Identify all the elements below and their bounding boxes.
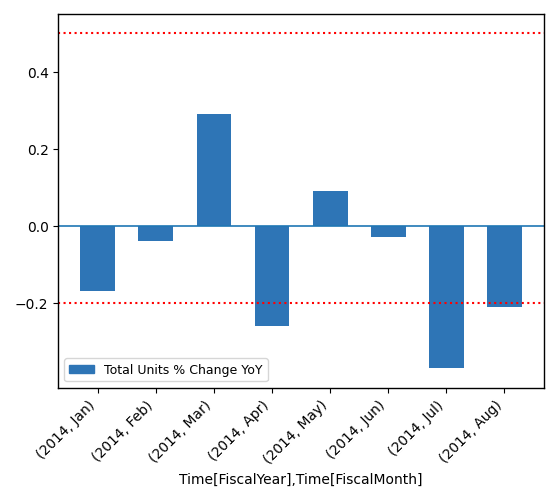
Bar — [371, 226, 406, 238]
Bar — [197, 115, 231, 226]
Bar — [139, 226, 173, 242]
Bar — [487, 226, 522, 307]
Bar — [429, 226, 464, 369]
Bar — [255, 226, 290, 326]
Bar — [312, 192, 348, 226]
X-axis label: Time[FiscalYear],Time[FiscalMonth]: Time[FiscalYear],Time[FiscalMonth] — [179, 472, 423, 486]
Legend: Total Units % Change YoY: Total Units % Change YoY — [64, 359, 268, 382]
Bar — [80, 226, 115, 292]
